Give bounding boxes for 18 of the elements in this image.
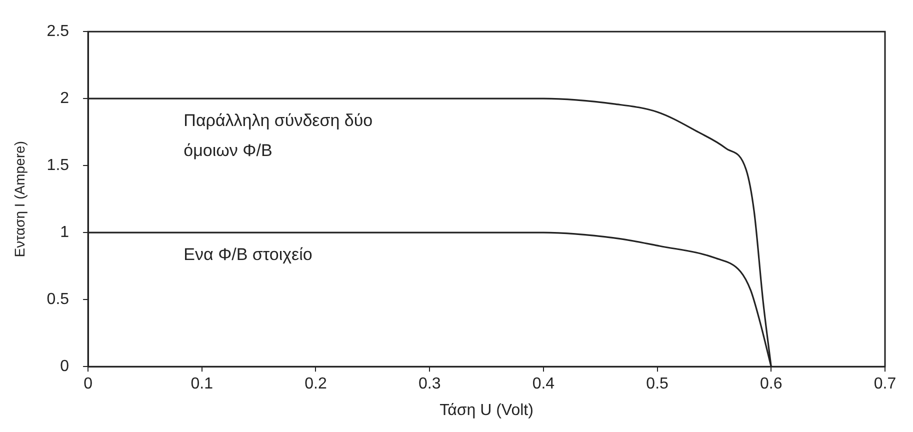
y-tick-label: 2 (60, 90, 70, 108)
y-tick-label: 0 (60, 358, 70, 376)
x-tick-label: 0 (84, 376, 93, 393)
x-axis-title: Τάση U (Volt) (440, 402, 534, 419)
x-tick-label: 0.4 (532, 376, 555, 393)
y-axis-title: Ενταση I (Ampere) (11, 140, 28, 258)
x-tick-label: 0.6 (760, 376, 782, 393)
y-tick-label: 2.5 (46, 23, 70, 40)
x-tick-label: 0.2 (304, 376, 327, 393)
y-tick-label: 0.5 (46, 291, 70, 308)
x-tick-label: 0.1 (190, 376, 214, 393)
y-tick-label: 1 (60, 224, 70, 242)
x-tick-label: 0.3 (418, 376, 441, 393)
x-tick-label: 0.7 (874, 376, 896, 393)
series-label: Παράλληλη σύνδεση δύο όμοιων Φ/Β (184, 110, 373, 160)
series-label: Ενα Φ/Β στοιχείο (184, 244, 312, 264)
y-tick-label: 1.5 (46, 157, 70, 174)
x-tick-label: 0.5 (646, 376, 669, 393)
